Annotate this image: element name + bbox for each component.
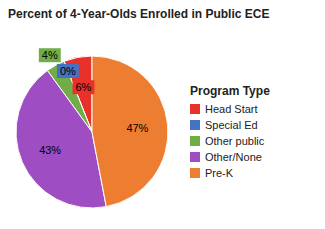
data-label-text: 0%	[60, 65, 76, 77]
data-label-text: 6%	[76, 81, 92, 93]
data-label: 4%	[39, 48, 61, 62]
chart-svg: Percent of 4-Year-Olds Enrolled in Publi…	[0, 0, 325, 229]
pie-slice	[92, 56, 168, 207]
chart-container: Percent of 4-Year-Olds Enrolled in Publi…	[0, 0, 325, 229]
legend-label: Other public	[205, 135, 265, 147]
legend-label: Special Ed	[205, 119, 258, 131]
data-label-box	[123, 121, 151, 135]
data-label-box	[36, 143, 64, 157]
legend: Program Type Head Start Special Ed Other pu…	[190, 84, 270, 179]
legend-swatch	[190, 120, 200, 130]
legend-swatch	[190, 136, 200, 146]
data-label-text: 47%	[126, 122, 148, 134]
legend-title: Program Type	[190, 84, 270, 98]
legend-label: Pre-K	[205, 167, 234, 179]
data-label-text: 43%	[39, 144, 61, 156]
legend-swatch	[190, 104, 200, 114]
data-labels: 6%0%4% 43% 47%	[36, 48, 151, 157]
data-label-box	[57, 64, 79, 78]
data-label: 0%	[57, 64, 79, 78]
legend-label: Head Start	[205, 103, 258, 115]
pie-slice	[16, 71, 106, 208]
legend-swatch	[190, 168, 200, 178]
data-label-text: 4%	[42, 49, 58, 61]
data-label: 47%	[123, 121, 151, 135]
data-label: 6%	[73, 80, 95, 94]
chart-title: Percent of 4-Year-Olds Enrolled in Publi…	[8, 7, 269, 21]
data-label: 43%	[36, 143, 64, 157]
legend-swatch	[190, 152, 200, 162]
legend-label: Other/None	[205, 151, 262, 163]
data-label-box	[39, 48, 61, 62]
data-label-box	[73, 80, 95, 94]
pie	[16, 56, 168, 208]
